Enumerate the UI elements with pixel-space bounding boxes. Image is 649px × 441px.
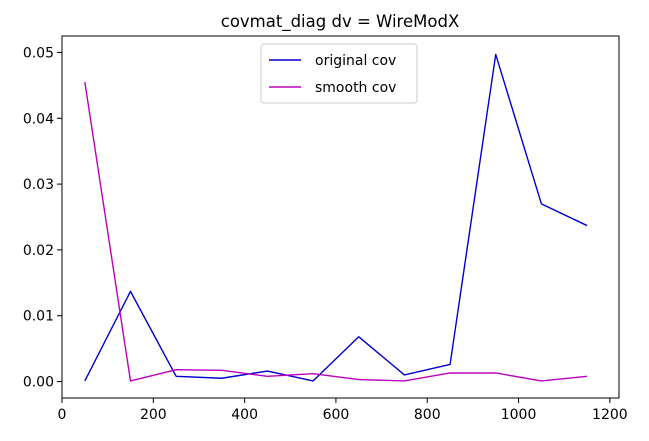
x-tick-label: 800 <box>414 407 441 423</box>
legend: original cov smooth cov <box>260 43 418 104</box>
chart-title: covmat_diag dv = WireModX <box>221 12 460 32</box>
y-tick-label: 0.03 <box>23 177 54 193</box>
y-axis: 0.00 0.01 0.02 0.03 0.04 0.05 <box>23 45 62 391</box>
y-tick-label: 0.01 <box>23 309 54 325</box>
x-tick-label: 0 <box>58 407 67 423</box>
x-axis: 0 200 400 600 800 1000 1200 <box>58 398 628 423</box>
x-tick-label: 200 <box>140 407 167 423</box>
x-tick-label: 1000 <box>501 407 537 423</box>
x-tick-label: 600 <box>323 407 350 423</box>
y-tick-label: 0.02 <box>23 243 54 259</box>
y-tick-label: 0.04 <box>23 111 54 127</box>
legend-entry-0: original cov <box>315 53 396 69</box>
y-tick-label: 0.00 <box>23 375 54 391</box>
x-tick-label: 1200 <box>592 407 628 423</box>
series-line-0 <box>84 53 588 382</box>
axes-frame <box>61 35 620 399</box>
legend-box <box>260 43 418 104</box>
y-tick-label: 0.05 <box>23 45 54 61</box>
legend-entry-1: smooth cov <box>315 80 396 96</box>
series-line-1 <box>84 81 588 382</box>
x-tick-label: 400 <box>231 407 258 423</box>
plot-area <box>84 53 588 382</box>
